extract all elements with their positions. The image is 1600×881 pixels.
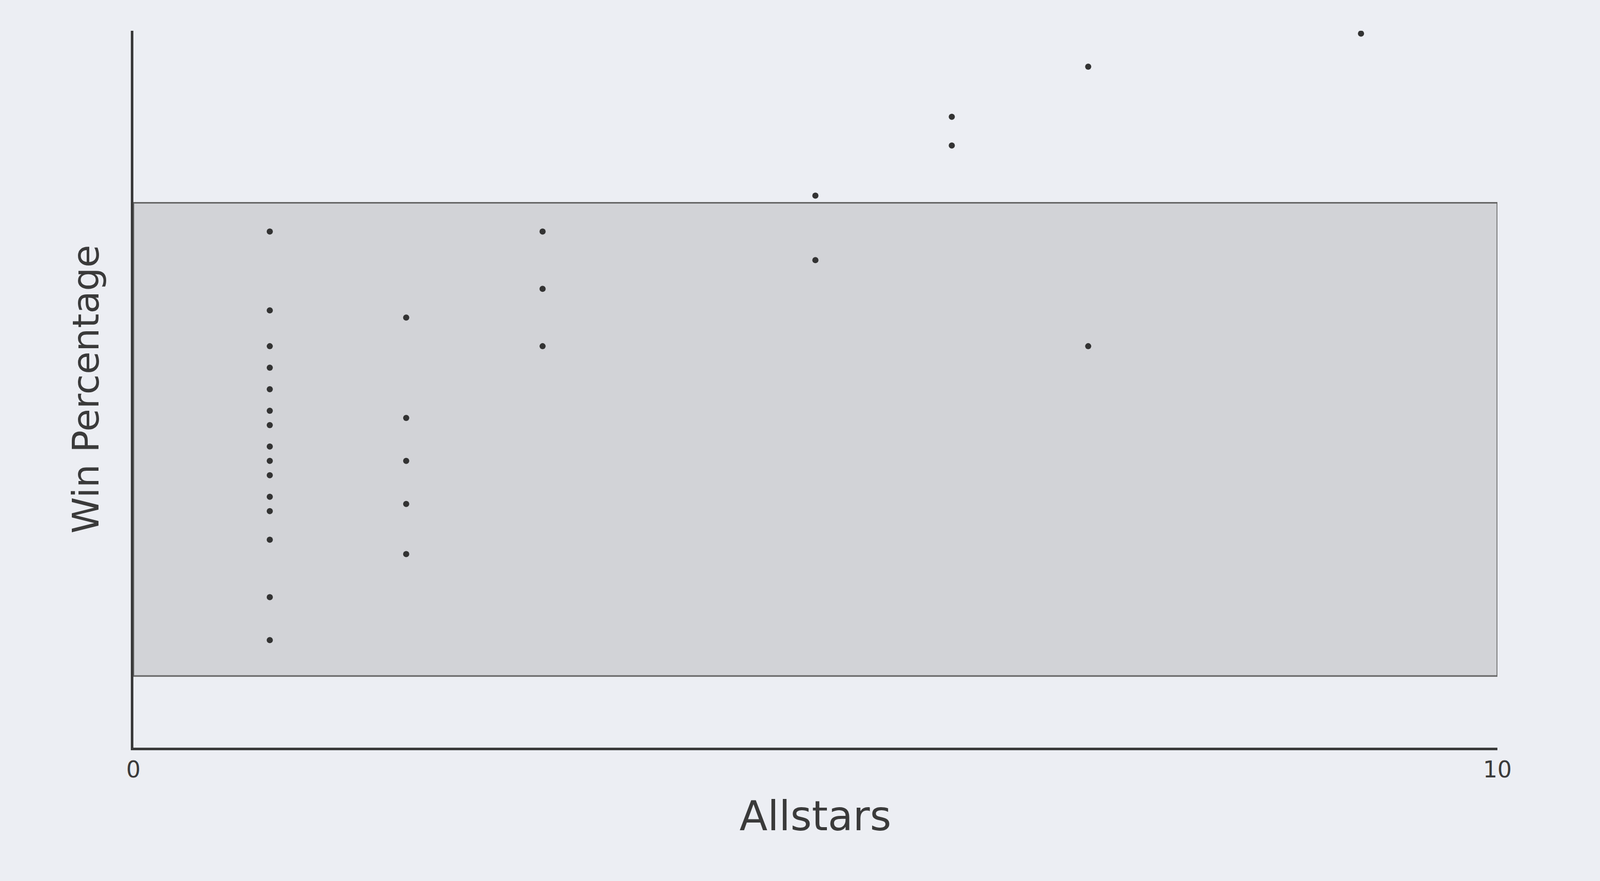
svg-text:10: 10	[1483, 756, 1512, 783]
svg-text:0: 0	[126, 756, 141, 783]
svg-text:Allstars: Allstars	[739, 792, 892, 841]
svg-text:Win Percentage: Win Percentage	[64, 244, 108, 534]
